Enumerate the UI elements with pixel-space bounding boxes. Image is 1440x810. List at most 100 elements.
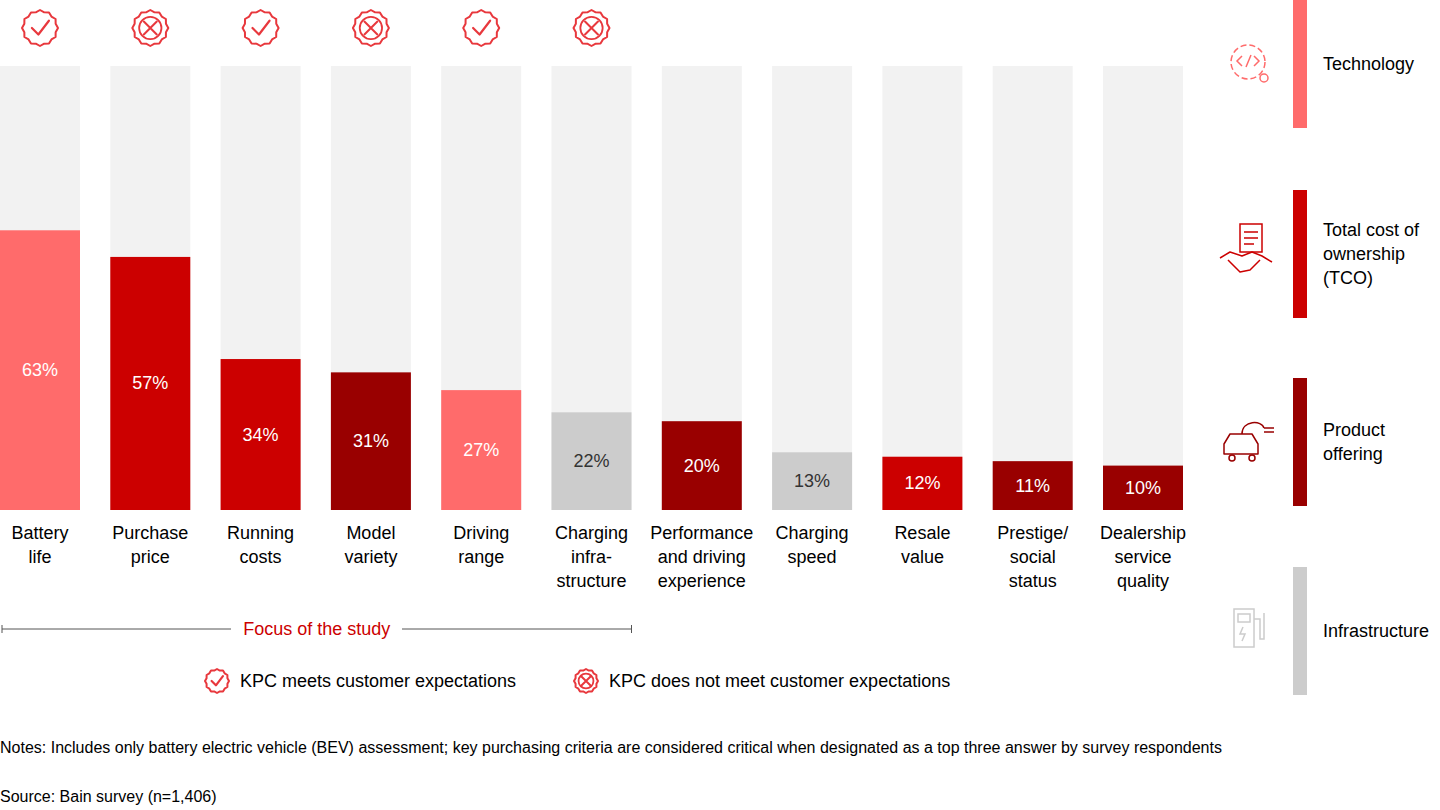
icon-cross: [144, 22, 157, 35]
cross-icon: [132, 10, 168, 46]
bar: [0, 230, 80, 510]
data-label: 27%: [463, 440, 499, 460]
group-icon: [1224, 423, 1274, 461]
bracket-end: [2, 625, 3, 633]
marker-legend-icon: [574, 669, 598, 693]
icon-part: [1234, 609, 1254, 647]
category-label: Battery life: [0, 521, 100, 569]
icon-part: [1240, 627, 1245, 641]
category-label: Resale value: [862, 521, 982, 569]
group-label: Total cost of ownership (TCO): [1323, 218, 1419, 290]
check-icon: [22, 10, 58, 46]
annotation-box: Focus of the study: [207, 617, 427, 641]
bar: [993, 461, 1073, 510]
data-label: 34%: [243, 425, 279, 445]
data-label: 13%: [794, 471, 830, 491]
icon-ring: [580, 17, 602, 39]
icon-check: [212, 676, 223, 685]
data-label: 10%: [1125, 478, 1161, 498]
range-column: [662, 66, 742, 510]
icon-part: [1249, 455, 1255, 461]
icon-part: [1238, 614, 1250, 622]
icon-ring: [360, 17, 382, 39]
category-label: Dealership service quality: [1083, 521, 1203, 593]
icon-ring: [579, 674, 594, 689]
range-column: [1103, 66, 1183, 510]
source: Source: Bain survey (n=1,406): [0, 786, 217, 808]
icon-badge: [132, 10, 168, 46]
kpc-markers: [22, 10, 610, 46]
data-label: 63%: [22, 360, 58, 380]
bar: [662, 421, 742, 510]
group-icon: [1220, 224, 1272, 272]
icon-badge: [574, 669, 598, 693]
check-icon: [205, 669, 229, 693]
category-label: Charging speed: [752, 521, 872, 569]
cross-icon: [574, 10, 610, 46]
group-icon: [1231, 45, 1268, 82]
bar: [221, 359, 301, 510]
icon-part: [1237, 55, 1259, 67]
icon-cross: [582, 677, 591, 686]
icon-part: [1254, 613, 1264, 639]
category-label: Driving range: [421, 521, 541, 569]
icon-part: [1242, 423, 1274, 434]
icon-part: [1231, 45, 1265, 79]
icon-badge: [463, 10, 499, 46]
group-swatch: [1293, 190, 1307, 318]
notes: Notes: Includes only battery electric ve…: [0, 737, 1425, 759]
icon-cross: [585, 22, 598, 35]
data-labels: 63%57%34%31%27%22%20%13%12%11%10%: [22, 360, 1161, 498]
range-column: [110, 66, 190, 510]
bars: [0, 230, 1183, 510]
bar: [331, 372, 411, 510]
icon-part: [1220, 252, 1272, 272]
data-label: 57%: [132, 373, 168, 393]
icon-badge: [353, 10, 389, 46]
icon-badge: [574, 10, 610, 46]
marker-legend-icon: [205, 669, 229, 693]
group-label: Technology: [1323, 52, 1414, 76]
category-label: Prestige/ social status: [973, 521, 1093, 593]
icon-badge: [205, 669, 229, 693]
group-label: Product offering: [1323, 418, 1385, 466]
range-column: [0, 66, 80, 510]
annotation: Focus of the study: [231, 619, 402, 639]
range-column: [441, 66, 521, 510]
icon-part: [1224, 434, 1258, 454]
category-label: Charging infra- structure: [532, 521, 652, 593]
icon-badge: [22, 10, 58, 46]
category-label: Performance and driving experience: [642, 521, 762, 593]
category-label: Model variety: [311, 521, 431, 569]
range-column: [331, 66, 411, 510]
icon-part: [1229, 455, 1235, 461]
icon-cross: [364, 22, 377, 35]
icon-part: [1260, 74, 1268, 82]
group-icon: [1234, 609, 1264, 647]
icon-check: [473, 21, 490, 35]
data-label: 31%: [353, 431, 389, 451]
category-label: Running costs: [201, 521, 321, 569]
group-swatch: [1293, 378, 1307, 506]
range-column: [221, 66, 301, 510]
data-label: 12%: [904, 473, 940, 493]
range-column: [993, 66, 1073, 510]
data-label: 20%: [684, 456, 720, 476]
cross-icon: [574, 669, 598, 693]
icon-part: [1244, 232, 1258, 244]
group-swatch: [1293, 567, 1307, 695]
group-label: Infrastructure: [1323, 619, 1429, 643]
icon-part: [1240, 224, 1262, 252]
marker-legend-label: KPC does not meet customer expectations: [609, 669, 950, 693]
icon-ring: [139, 17, 161, 39]
icon-check: [253, 21, 270, 35]
marker-legend-label: KPC meets customer expectations: [240, 669, 516, 693]
range-column: [772, 66, 852, 510]
bar: [552, 412, 632, 510]
range-column: [882, 66, 962, 510]
range-column: [552, 66, 632, 510]
category-label: Purchase price: [90, 521, 210, 569]
bar: [1103, 466, 1183, 510]
check-icon: [243, 10, 279, 46]
icon-check: [32, 21, 49, 35]
